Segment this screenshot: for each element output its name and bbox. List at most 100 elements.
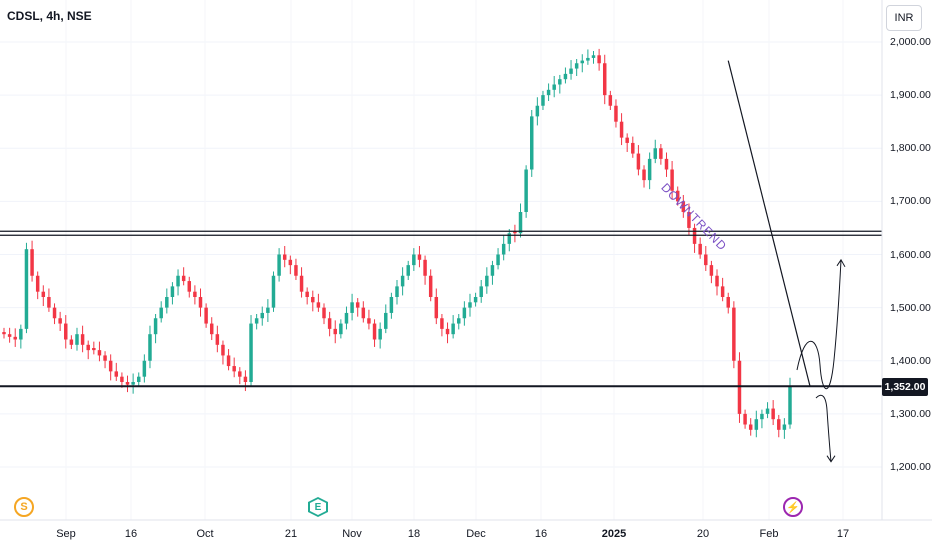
time-axis-label: 21 — [284, 528, 298, 540]
candle-body — [586, 57, 590, 61]
candle-body — [249, 323, 253, 382]
candle-body — [524, 169, 528, 212]
bearish-projection-arrow[interactable] — [815, 394, 832, 462]
candlestick-series — [2, 48, 792, 439]
candle-body — [299, 275, 304, 292]
candle-body — [148, 334, 152, 361]
candle-body — [327, 318, 332, 329]
candle-body — [193, 291, 197, 297]
candle-body — [569, 68, 573, 74]
candle-body — [120, 376, 124, 382]
time-axis-label: Feb — [759, 528, 779, 540]
candle-body — [137, 376, 141, 382]
candle-body — [720, 286, 725, 297]
candle-body — [777, 419, 781, 430]
candle-body — [114, 371, 119, 377]
candle-body — [226, 355, 231, 367]
candle-body — [13, 336, 17, 340]
candle-body — [647, 158, 652, 181]
candle-body — [765, 408, 770, 414]
candle-body — [732, 307, 736, 361]
candle-body — [165, 297, 169, 308]
candle-body — [530, 116, 534, 170]
price-axis-label: 1,300.00 — [890, 407, 931, 420]
candle-body — [748, 424, 753, 430]
candle-body — [266, 307, 270, 313]
candle-body — [715, 275, 719, 287]
price-axis-label: 1,600.00 — [890, 248, 931, 261]
split-event-icon[interactable]: ⚡ — [783, 497, 803, 517]
candle-body — [434, 297, 439, 319]
candle-body — [642, 169, 646, 181]
candle-body — [176, 275, 180, 287]
candle-body — [563, 73, 568, 80]
time-axis-label: 17 — [836, 528, 850, 540]
candle-body — [333, 328, 337, 335]
candle-body — [361, 307, 366, 319]
price-axis-label: 1,200.00 — [890, 461, 931, 473]
time-axis-label: 2025 — [601, 528, 627, 540]
candle-body — [2, 332, 6, 335]
candle-body — [473, 297, 478, 303]
candle-body — [355, 302, 360, 308]
candle-body — [108, 360, 113, 372]
candle-body — [64, 323, 68, 340]
candle-body — [513, 231, 517, 234]
time-axis-label: Sep — [56, 528, 76, 540]
candle-body — [187, 281, 192, 292]
candle-body — [92, 348, 96, 351]
candle-body — [412, 254, 416, 266]
candle-body — [52, 307, 57, 319]
candle-body — [282, 254, 287, 260]
candle-body — [591, 55, 596, 58]
candle-body — [367, 318, 371, 324]
candle-body — [389, 297, 394, 313]
candle-body — [339, 323, 343, 335]
time-axis-label: 16 — [534, 528, 548, 540]
candle-body — [271, 275, 276, 308]
earnings-event-icon[interactable]: E — [308, 497, 328, 517]
candle-body — [131, 382, 135, 385]
time-axis-label: Nov — [342, 528, 362, 540]
bullish-projection-arrow[interactable] — [796, 259, 842, 389]
currency-button[interactable]: INR — [886, 5, 922, 31]
candle-body — [170, 286, 175, 297]
candle-body — [69, 339, 74, 345]
candle-body — [771, 408, 775, 420]
chart-drawings[interactable] — [0, 60, 882, 463]
candle-body — [384, 312, 388, 329]
candle-body — [535, 105, 540, 117]
candle-body — [468, 302, 472, 308]
candle-body — [687, 212, 691, 228]
candle-body — [19, 328, 23, 340]
candle-body — [311, 297, 315, 303]
time-axis-label: Oct — [196, 528, 214, 540]
candle-body — [659, 148, 663, 159]
candle-body — [181, 275, 186, 282]
candle-body — [58, 318, 62, 324]
candle-body — [490, 265, 495, 276]
candle-body — [254, 318, 259, 324]
time-axis-label: Dec — [466, 528, 486, 540]
candle-body — [232, 366, 236, 372]
candle-body — [395, 286, 399, 297]
candle-body — [288, 259, 293, 266]
candle-body — [754, 419, 759, 430]
candle-body — [675, 190, 680, 202]
candle-body — [350, 302, 354, 313]
candle-body — [485, 275, 489, 287]
downtrend-line[interactable] — [727, 60, 811, 387]
dividend-event-icon[interactable]: S — [14, 497, 34, 517]
candle-body — [215, 334, 220, 345]
candle-body — [372, 323, 377, 340]
candle-body — [692, 227, 697, 244]
price-axis-label: 1,900.00 — [890, 89, 931, 102]
candle-body — [277, 254, 281, 276]
candle-body — [35, 275, 40, 292]
candle-body — [243, 376, 248, 382]
candle-body — [75, 334, 79, 345]
price-axis-label: 1,700.00 — [890, 195, 931, 208]
symbol-header[interactable]: CDSL, 4h, NSE — [7, 9, 92, 23]
candle-body — [153, 318, 158, 335]
